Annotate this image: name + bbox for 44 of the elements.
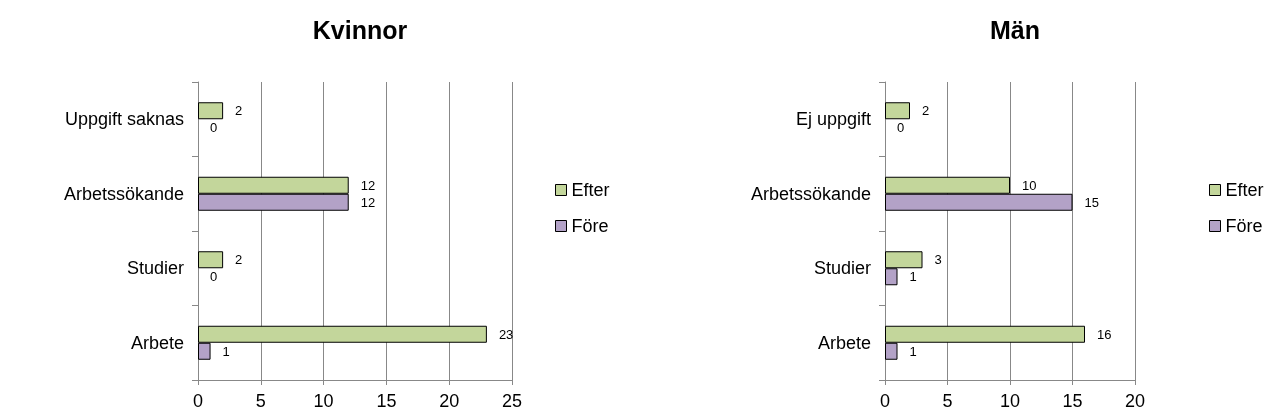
data-label: 1 [909,343,917,359]
x-tick-label: 20 [439,391,460,411]
x-tick-label: 10 [313,391,334,411]
y-tick-label: Studier [813,258,871,279]
x-tick-label: 10 [999,391,1021,411]
y-tick-label: Uppgift saknas [64,109,184,130]
data-label: 1 [222,343,230,359]
legend-label: Efter [571,180,610,200]
x-tick-label: 5 [255,391,266,411]
bar [198,102,224,120]
chart-title: Kvinnor [312,15,408,44]
y-tick-label: Arbetssökande [750,183,871,204]
x-tick-label: 20 [1124,391,1146,411]
legend-label: Före [1225,216,1263,236]
data-label: 10 [1022,177,1037,193]
bar [198,251,224,269]
data-label: 12 [360,194,376,210]
x-tick-label: 0 [879,391,891,411]
y-tick-label: Studier [126,258,184,279]
x-tick-label: 0 [192,391,204,411]
data-label: 0 [210,269,218,285]
data-label: 2 [235,103,243,119]
data-label: 2 [235,252,243,268]
chart-title: Män [990,15,1040,44]
data-label: 0 [897,120,905,136]
data-label: 15 [1084,194,1099,210]
data-label: 0 [210,120,218,136]
data-label: 12 [360,177,376,193]
x-tick-label: 15 [376,391,397,411]
data-label: 16 [1097,326,1112,342]
x-tick-label: 5 [942,391,953,411]
y-tick-label: Arbetssökande [63,183,184,204]
y-tick-label: Ej uppgift [795,109,871,130]
legend-label: Efter [1225,180,1264,200]
x-tick-label: 15 [1062,391,1083,411]
legend-label: Före [571,216,609,236]
x-tick-label: 25 [501,391,523,411]
data-label: 23 [498,326,514,342]
y-tick-label: Arbete [130,332,184,353]
data-label: 1 [909,269,917,285]
data-label: 3 [934,252,942,268]
data-label: 2 [922,103,930,119]
y-tick-label: Arbete [817,332,871,353]
bar [885,102,910,120]
